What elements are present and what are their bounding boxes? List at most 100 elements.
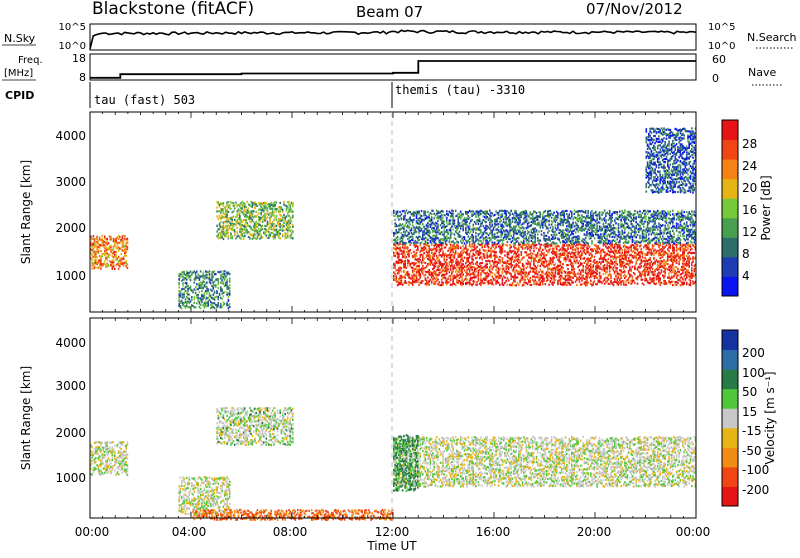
scatter-cell xyxy=(218,287,220,289)
scatter-cell xyxy=(461,242,463,244)
scatter-cell xyxy=(532,213,534,215)
scatter-cell xyxy=(450,275,452,277)
scatter-cell xyxy=(226,214,228,216)
scatter-cell xyxy=(462,226,464,228)
scatter-cell xyxy=(407,271,409,273)
scatter-cell xyxy=(565,277,567,279)
scatter-cell xyxy=(422,236,424,238)
scatter-cell xyxy=(435,265,437,267)
scatter-cell xyxy=(127,238,129,240)
scatter-cell xyxy=(622,249,624,251)
scatter-cell xyxy=(124,235,126,237)
scatter-cell xyxy=(262,228,264,230)
scatter-cell xyxy=(527,265,529,267)
scatter-cell xyxy=(281,215,283,217)
scatter-cell xyxy=(268,231,270,233)
scatter-cell xyxy=(437,220,439,222)
noise-left-tick-high: 10^5 xyxy=(59,22,86,33)
scatter-cell xyxy=(526,272,528,274)
scatter-cell xyxy=(560,277,562,279)
scatter-cell xyxy=(596,273,598,275)
scatter-cell xyxy=(528,222,530,224)
scatter-cell xyxy=(206,286,208,288)
scatter-cell xyxy=(235,237,237,239)
scatter-cell xyxy=(469,269,471,271)
scatter-cell xyxy=(505,238,507,240)
scatter-cell xyxy=(455,252,457,254)
scatter-cell xyxy=(209,270,211,272)
scatter-cell xyxy=(447,268,449,270)
scatter-cell xyxy=(609,283,611,285)
scatter-cell xyxy=(575,273,577,275)
scatter-cell xyxy=(225,235,227,237)
scatter-cell xyxy=(406,242,408,244)
scatter-cell xyxy=(628,257,630,259)
scatter-cell xyxy=(213,286,215,288)
scatter-cell xyxy=(226,216,228,218)
scatter-cell xyxy=(187,290,189,292)
scatter-cell xyxy=(495,246,497,248)
scatter-cell xyxy=(417,246,419,248)
scatter-cell xyxy=(418,284,420,286)
scatter-cell xyxy=(230,233,232,235)
scatter-cell xyxy=(267,210,269,212)
scatter-cell xyxy=(652,247,654,249)
scatter-cell xyxy=(403,270,405,272)
scatter-cell xyxy=(518,256,520,258)
scatter-cell xyxy=(221,279,223,281)
scatter-cell xyxy=(473,231,475,233)
scatter-cell xyxy=(566,258,568,260)
scatter-cell xyxy=(649,269,651,271)
scatter-cell xyxy=(609,269,611,271)
scatter-cell xyxy=(641,276,643,278)
scatter-cell xyxy=(218,201,220,203)
scatter-cell xyxy=(446,259,448,261)
scatter-cell xyxy=(257,214,259,216)
scatter-cell xyxy=(630,268,632,270)
scatter-cell xyxy=(418,261,420,263)
scatter-cell xyxy=(683,282,685,284)
scatter-cell xyxy=(537,219,539,221)
scatter-cell xyxy=(228,232,230,234)
scatter-cell xyxy=(503,218,505,220)
scatter-cell xyxy=(532,253,534,255)
scatter-cell xyxy=(590,260,592,262)
scatter-cell xyxy=(676,259,678,261)
scatter-cell xyxy=(601,282,603,284)
scatter-cell xyxy=(416,252,418,254)
scatter-cell xyxy=(409,211,411,213)
scatter-cell xyxy=(209,292,211,294)
scatter-cell xyxy=(250,227,252,229)
scatter-cell xyxy=(664,275,666,277)
scatter-cell xyxy=(531,224,533,226)
scatter-cell xyxy=(404,277,406,279)
scatter-cell xyxy=(630,259,632,261)
scatter-cell xyxy=(273,219,275,221)
scatter-cell xyxy=(580,271,582,273)
scatter-cell xyxy=(681,276,683,278)
nave-tick-low: 0 xyxy=(712,72,719,85)
scatter-cell xyxy=(481,222,483,224)
scatter-cell xyxy=(421,242,423,244)
scatter-cell xyxy=(540,212,542,214)
scatter-cell xyxy=(613,267,615,269)
scatter-cell xyxy=(641,244,643,246)
scatter-cell xyxy=(582,268,584,270)
scatter-cell xyxy=(548,230,550,232)
scatter-cell xyxy=(614,265,616,267)
scatter-cell xyxy=(483,242,485,244)
scatter-cell xyxy=(220,287,222,289)
scatter-cell xyxy=(190,286,192,288)
scatter-cell xyxy=(570,259,572,261)
scatter-cell xyxy=(244,208,246,210)
scatter-cell xyxy=(239,213,241,215)
scatter-cell xyxy=(518,284,520,286)
scatter-cell xyxy=(416,277,418,279)
scatter-cell xyxy=(509,233,511,235)
scatter-cell xyxy=(494,274,496,276)
scatter-cell xyxy=(447,265,449,267)
scatter-cell xyxy=(538,231,540,233)
scatter-cell xyxy=(401,267,403,269)
scatter-cell xyxy=(287,232,289,234)
scatter-cell xyxy=(474,254,476,256)
